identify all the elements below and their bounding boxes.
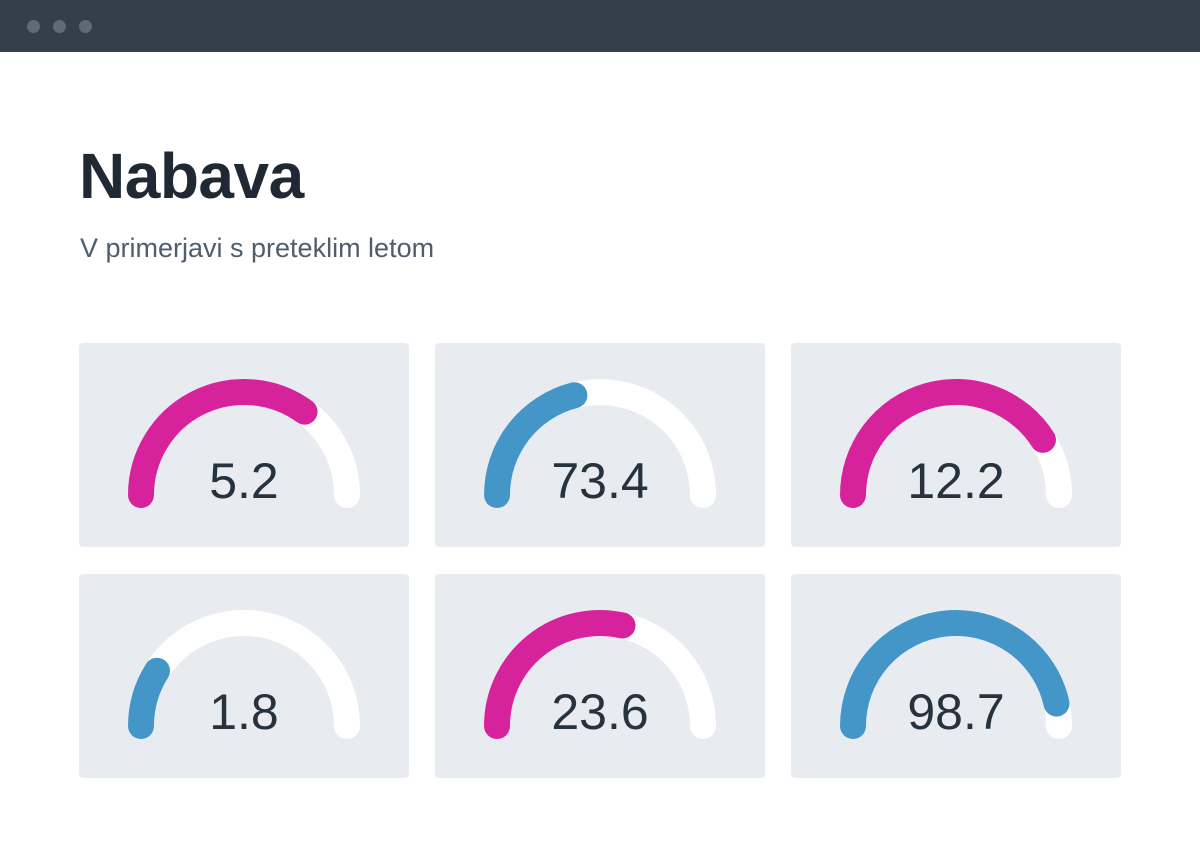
gauge-fill bbox=[128, 379, 318, 508]
gauge-1 bbox=[128, 379, 360, 508]
gauge-6 bbox=[840, 610, 1072, 739]
gauge-5 bbox=[484, 610, 716, 739]
gauge-value: 1.8 bbox=[209, 684, 279, 740]
gauge-card-1: 5.2 bbox=[79, 343, 409, 547]
gauge-fill bbox=[128, 657, 171, 739]
gauge-value: 73.4 bbox=[551, 453, 649, 509]
window-close-dot[interactable] bbox=[27, 20, 40, 33]
gauge-card-3: 12.2 bbox=[791, 343, 1121, 547]
gauge-4 bbox=[128, 610, 360, 739]
gauge-card-5: 23.6 bbox=[435, 574, 765, 778]
gauge-fill bbox=[840, 610, 1070, 739]
gauge-fill bbox=[840, 379, 1056, 508]
gauge-card-2: 73.4 bbox=[435, 343, 765, 547]
window-titlebar bbox=[0, 0, 1200, 52]
gauge-value: 5.2 bbox=[209, 453, 279, 509]
gauge-card-4: 1.8 bbox=[79, 574, 409, 778]
gauge-3 bbox=[840, 379, 1072, 508]
gauge-value: 12.2 bbox=[907, 453, 1005, 509]
page-subtitle: V primerjavi s preteklim letom bbox=[80, 233, 435, 263]
gauge-value: 98.7 bbox=[907, 684, 1005, 740]
window-minimize-dot[interactable] bbox=[53, 20, 66, 33]
window-maximize-dot[interactable] bbox=[79, 20, 92, 33]
gauge-fill bbox=[484, 382, 588, 508]
gauge-fill bbox=[484, 610, 636, 739]
gauge-value: 23.6 bbox=[551, 684, 649, 740]
gauge-2 bbox=[484, 379, 716, 508]
gauge-card-6: 98.7 bbox=[791, 574, 1121, 778]
page-title: Nabava bbox=[79, 140, 304, 212]
